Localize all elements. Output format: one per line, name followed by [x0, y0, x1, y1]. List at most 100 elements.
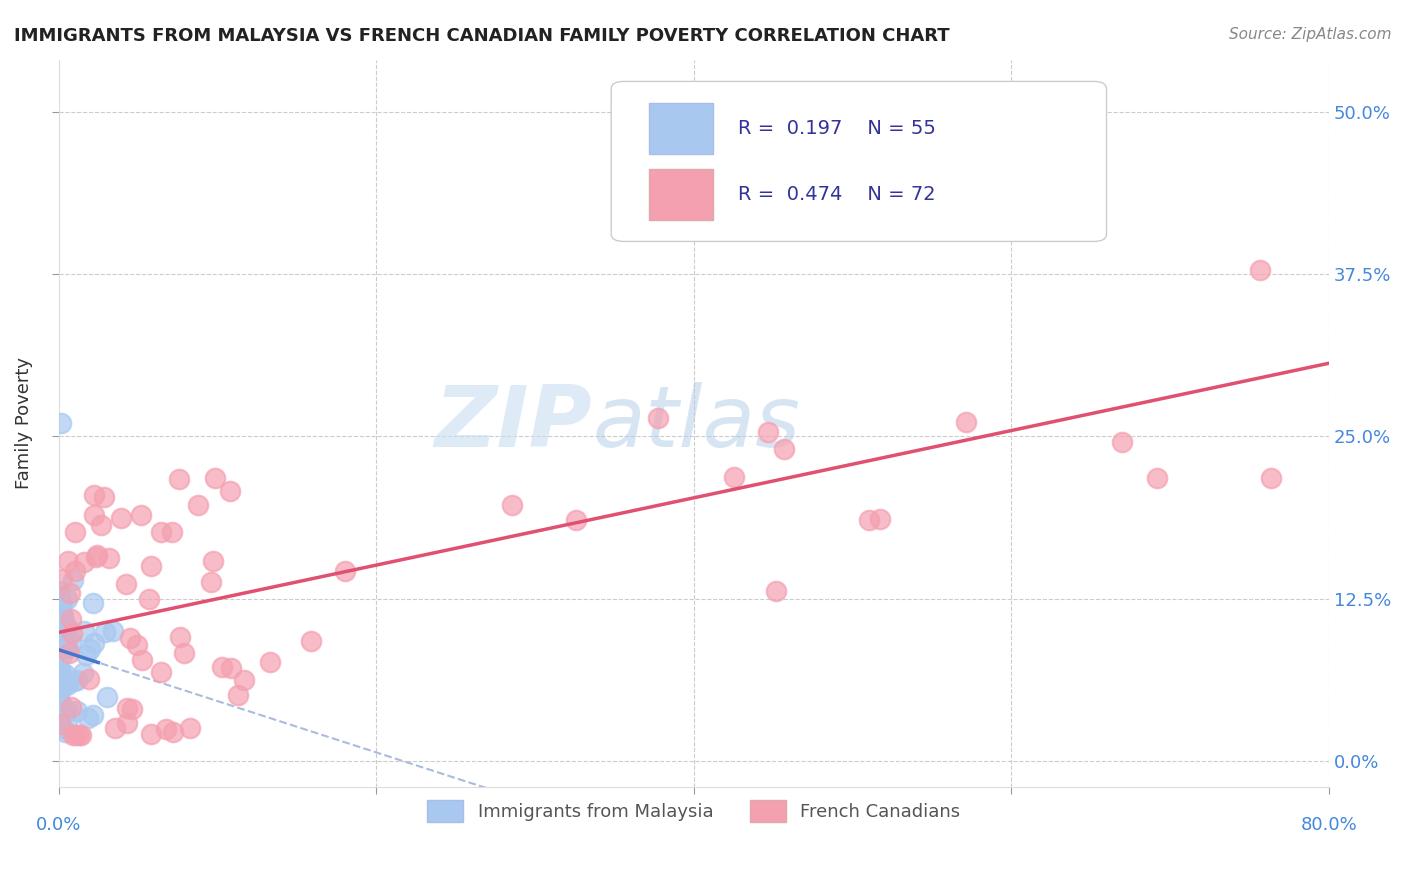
Point	[58, 646, 80, 660]
Point	[723, 469, 745, 483]
Point	[62, 573, 84, 587]
Point	[115, 716, 138, 731]
Point	[63, 524, 86, 539]
Point	[79, 672, 101, 686]
FancyBboxPatch shape	[650, 169, 713, 219]
Point	[83, 635, 105, 649]
Point	[62, 728, 84, 742]
Point	[228, 688, 250, 702]
Point	[52, 622, 75, 636]
Point	[51, 681, 73, 695]
Point	[49, 665, 72, 680]
Point	[121, 702, 143, 716]
Point	[1146, 471, 1168, 485]
Point	[59, 635, 82, 649]
Point	[51, 623, 73, 637]
Point	[139, 727, 162, 741]
Point	[86, 549, 108, 563]
Point	[82, 707, 104, 722]
Point	[1260, 471, 1282, 485]
Point	[49, 620, 72, 634]
Point	[51, 648, 73, 663]
Point	[55, 674, 77, 689]
Point	[90, 517, 112, 532]
Point	[77, 711, 100, 725]
Point	[51, 673, 73, 687]
Point	[69, 728, 91, 742]
Point	[65, 728, 87, 742]
Point	[218, 484, 240, 499]
Point	[55, 620, 77, 634]
Point	[149, 525, 172, 540]
Point	[49, 663, 72, 677]
Point	[63, 564, 86, 578]
Point	[52, 631, 75, 645]
Point	[96, 690, 118, 705]
FancyBboxPatch shape	[650, 103, 713, 154]
Point	[173, 646, 195, 660]
Legend: Immigrants from Malaysia, French Canadians: Immigrants from Malaysia, French Canadia…	[420, 792, 967, 829]
Point	[564, 512, 586, 526]
Point	[56, 704, 79, 718]
Point	[51, 609, 73, 624]
Point	[756, 425, 779, 439]
Point	[299, 634, 322, 648]
Point	[160, 524, 183, 539]
Point	[233, 673, 256, 687]
Point	[56, 639, 79, 653]
Point	[51, 597, 73, 611]
Text: 0.0%: 0.0%	[37, 816, 82, 834]
Point	[179, 721, 201, 735]
Point	[84, 550, 107, 565]
Point	[75, 648, 97, 662]
Point	[51, 572, 73, 586]
Point	[55, 637, 77, 651]
Point	[51, 618, 73, 632]
Point	[131, 653, 153, 667]
Point	[52, 721, 75, 735]
Point	[51, 698, 73, 712]
Point	[118, 631, 141, 645]
Point	[219, 661, 242, 675]
Point	[60, 700, 83, 714]
Point	[72, 665, 94, 680]
Text: IMMIGRANTS FROM MALAYSIA VS FRENCH CANADIAN FAMILY POVERTY CORRELATION CHART: IMMIGRANTS FROM MALAYSIA VS FRENCH CANAD…	[14, 27, 949, 45]
Point	[501, 498, 523, 512]
Point	[60, 612, 83, 626]
Point	[59, 586, 82, 600]
Point	[1249, 263, 1271, 277]
Point	[202, 554, 225, 568]
Point	[52, 630, 75, 644]
Text: R =  0.197    N = 55: R = 0.197 N = 55	[738, 120, 936, 138]
Text: Source: ZipAtlas.com: Source: ZipAtlas.com	[1229, 27, 1392, 42]
Point	[73, 555, 96, 569]
Point	[104, 721, 127, 735]
Point	[56, 678, 79, 692]
Text: ZIP: ZIP	[434, 382, 592, 465]
Point	[93, 490, 115, 504]
Point	[62, 674, 84, 689]
Text: R =  0.474    N = 72: R = 0.474 N = 72	[738, 185, 936, 203]
Point	[765, 584, 787, 599]
Point	[117, 701, 139, 715]
Point	[259, 656, 281, 670]
Point	[66, 705, 89, 719]
Point	[49, 590, 72, 604]
Point	[103, 624, 125, 638]
Point	[169, 630, 191, 644]
Point	[83, 508, 105, 522]
Point	[53, 667, 76, 681]
Point	[52, 615, 75, 630]
Point	[162, 725, 184, 739]
Point	[129, 508, 152, 522]
Point	[94, 624, 117, 639]
Point	[858, 513, 880, 527]
Point	[110, 510, 132, 524]
Point	[83, 487, 105, 501]
Point	[67, 728, 90, 742]
Point	[56, 714, 79, 729]
Point	[51, 619, 73, 633]
Point	[51, 678, 73, 692]
Point	[114, 577, 136, 591]
Point	[138, 591, 160, 606]
